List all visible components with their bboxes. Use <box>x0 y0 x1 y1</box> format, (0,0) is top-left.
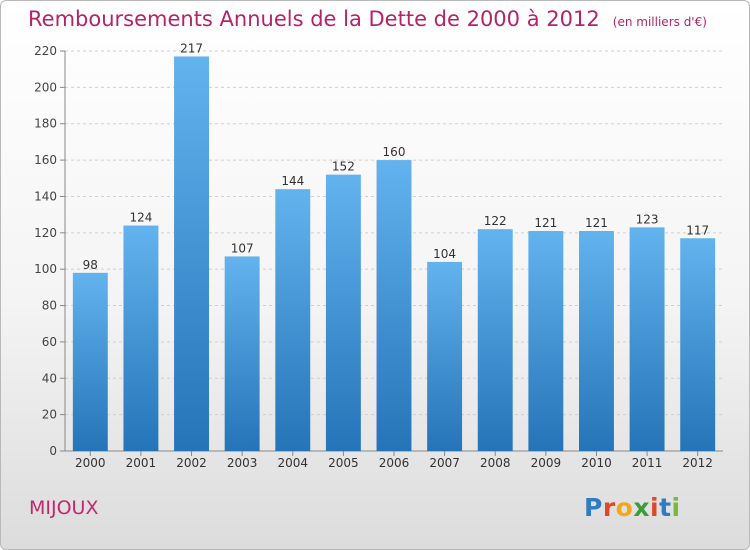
data-label: 117 <box>686 223 709 237</box>
bar-2010 <box>578 231 614 451</box>
data-label: 104 <box>433 247 456 261</box>
x-tick-label: 2008 <box>480 456 511 470</box>
title-row: Remboursements Annuels de la Dette de 20… <box>28 7 707 31</box>
data-label: 107 <box>231 241 254 255</box>
x-tick-label: 2003 <box>227 456 258 470</box>
y-tick-label: 60 <box>42 335 57 349</box>
y-tick-label: 140 <box>34 189 57 203</box>
y-tick-label: 200 <box>34 80 57 94</box>
data-label: 124 <box>129 211 152 225</box>
y-tick-label: 80 <box>42 299 57 313</box>
y-tick-label: 160 <box>34 153 57 167</box>
proxiti-logo: Proxiti <box>584 493 681 522</box>
data-label: 121 <box>534 216 557 230</box>
data-labels: 98 124 217 107 144 152 160 104 122 121 121 123 117 <box>83 41 709 271</box>
x-tick-label: 2010 <box>581 456 612 470</box>
y-tick-label: 0 <box>49 444 57 458</box>
x-tick-label: 2005 <box>328 456 359 470</box>
x-tick-label: 2009 <box>531 456 562 470</box>
x-tick-label: 2002 <box>176 456 207 470</box>
data-label: 144 <box>281 174 304 188</box>
x-tick-label: 2004 <box>277 456 308 470</box>
data-label: 217 <box>180 41 203 55</box>
axes: 0 20 40 60 80 100 120 140 160 180 200 220 2000 2001 20… <box>34 44 723 470</box>
bar-2012 <box>680 238 716 451</box>
data-label: 123 <box>636 212 659 226</box>
y-tick-label: 100 <box>34 262 57 276</box>
chart-subtitle: (en milliers d'€) <box>612 15 707 29</box>
bar-2011 <box>629 227 665 451</box>
y-tick-label: 220 <box>34 44 57 58</box>
x-tick-label: 2001 <box>126 456 157 470</box>
x-tick-label: 2006 <box>379 456 410 470</box>
bar-2004 <box>275 189 311 451</box>
y-tick-label: 180 <box>34 117 57 131</box>
bar-2006 <box>376 160 412 451</box>
bar-2001 <box>123 225 159 451</box>
y-tick-label: 20 <box>42 408 57 422</box>
bar-2002 <box>174 56 210 452</box>
chart-title: Remboursements Annuels de la Dette de 20… <box>28 7 600 31</box>
bar-2007 <box>427 261 463 451</box>
x-tick-label: 2000 <box>75 456 106 470</box>
data-label: 98 <box>83 258 98 272</box>
x-tick-label: 2011 <box>632 456 663 470</box>
bars <box>72 56 716 452</box>
x-tick-label: 2007 <box>429 456 460 470</box>
bar-2009 <box>528 231 564 451</box>
y-tick-label: 40 <box>42 371 57 385</box>
data-label: 160 <box>383 145 406 159</box>
y-tick-label: 120 <box>34 226 57 240</box>
bar-2005 <box>325 174 361 452</box>
bar-2003 <box>224 256 260 451</box>
data-label: 152 <box>332 160 355 174</box>
bar-2008 <box>477 229 513 451</box>
bar-2000 <box>72 272 108 451</box>
town-name: MIJOUX <box>29 497 99 519</box>
data-label: 121 <box>585 216 608 230</box>
x-tick-label: 2012 <box>682 456 713 470</box>
data-label: 122 <box>484 214 507 228</box>
